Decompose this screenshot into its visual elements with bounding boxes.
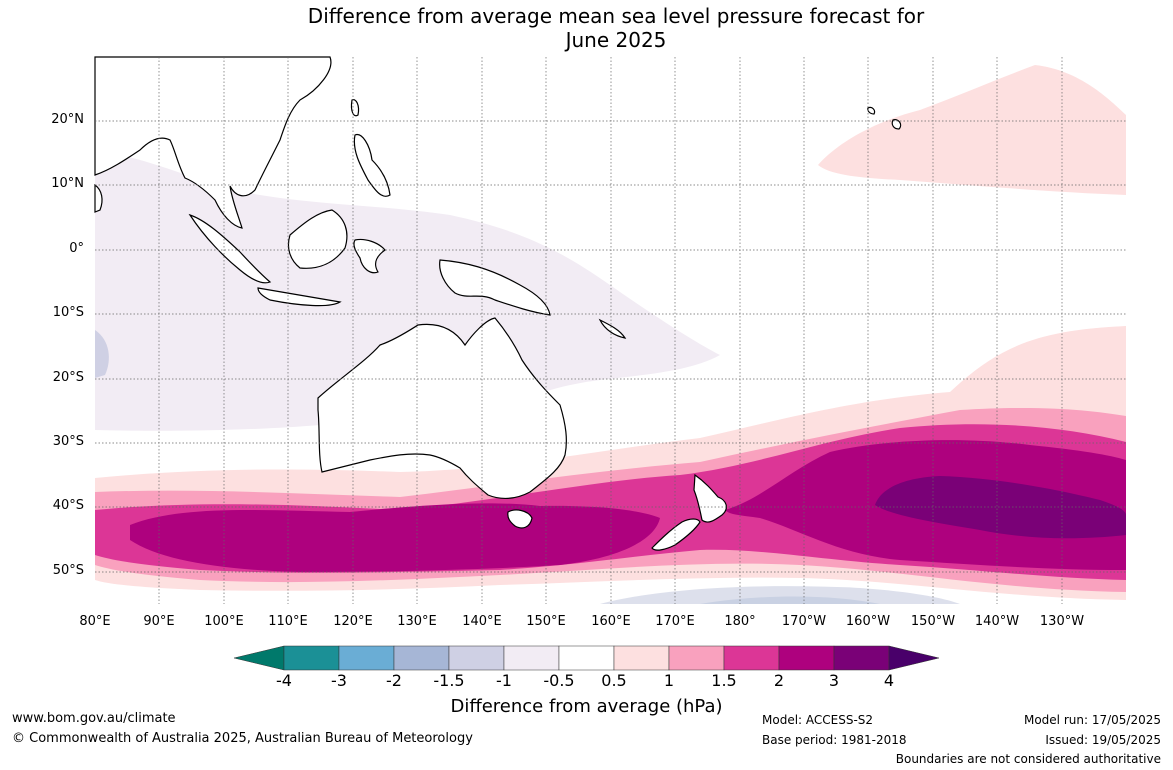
lat-label: 10°S — [52, 305, 84, 320]
colorbar-swatch — [613, 645, 670, 671]
colorbar-swatch — [338, 645, 395, 671]
colorbar-swatch — [448, 645, 505, 671]
model-name: Model: ACCESS-S2 — [762, 713, 874, 727]
contour-neg-1-5-south — [700, 596, 880, 604]
colorbar-swatch — [558, 645, 615, 671]
lat-label: 20°N — [51, 112, 84, 127]
lon-label: 80°E — [79, 614, 111, 629]
colorbar-tick-label: 3 — [828, 671, 840, 690]
colorbar-tick-label: -0.5 — [543, 671, 575, 690]
australia-outline — [317, 317, 567, 499]
lon-label: 150°E — [526, 614, 566, 629]
colorbar-swatch — [393, 645, 450, 671]
lon-label: 140°E — [462, 614, 502, 629]
new-caledonia-outline — [598, 318, 627, 339]
colorbar-extend-low — [233, 645, 285, 671]
copyright-text: © Commonwealth of Australia 2025, Austra… — [12, 731, 473, 746]
java-outline — [257, 287, 342, 307]
colorbar-tick-label: -1 — [496, 671, 512, 690]
graticule — [95, 57, 1126, 604]
colorbar — [233, 645, 940, 671]
lat-label: 40°S — [52, 498, 84, 513]
boundaries-disclaimer: Boundaries are not considered authoritat… — [895, 752, 1161, 766]
lon-label: 140°W — [974, 614, 1020, 629]
colorbar-tick-label: 1 — [663, 671, 675, 690]
contour-neg-1 — [95, 330, 109, 378]
lat-label: 20°S — [52, 370, 84, 385]
base-period: Base period: 1981-2018 — [762, 733, 907, 747]
nz-north-outline — [693, 473, 727, 523]
colorbar-tick-label: -2 — [386, 671, 402, 690]
colorbar-tick-label: -1.5 — [433, 671, 465, 690]
new-guinea-outline — [439, 259, 551, 316]
colorbar-swatch — [723, 645, 780, 671]
contour-pos-0-5-north — [818, 65, 1126, 195]
model-run-date: Model run: 17/05/2025 — [1023, 713, 1161, 727]
sumatra-outline — [188, 213, 272, 284]
colorbar-extend-high — [888, 645, 940, 671]
colorbar-tick-label: -4 — [276, 671, 292, 690]
colorbar-tick-label: 0.5 — [601, 671, 627, 690]
lat-label: 10°N — [51, 176, 84, 191]
lon-label: 130°E — [397, 614, 437, 629]
colorbar-tick-label: 1.5 — [711, 671, 737, 690]
coastlines — [94, 56, 902, 551]
lon-label: 160°E — [591, 614, 631, 629]
colorbar-title: Difference from average (hPa) — [450, 696, 723, 717]
lon-label: 180° — [724, 614, 756, 629]
colorbar-tick-label: 2 — [773, 671, 785, 690]
contour-neg-0-5 — [95, 150, 720, 431]
contour-neg-1-south — [600, 586, 960, 604]
lon-label: 90°E — [143, 614, 175, 629]
colorbar-swatch — [833, 645, 890, 671]
sulawesi-outline — [353, 238, 386, 274]
lat-label: 0° — [69, 241, 84, 256]
lon-label: 130°W — [1039, 614, 1085, 629]
lat-label: 50°S — [52, 563, 84, 578]
colorbar-swatch — [503, 645, 560, 671]
philippines-outline — [353, 134, 391, 197]
colorbar-swatch — [668, 645, 725, 671]
colorbar-tick-label: 4 — [883, 671, 895, 690]
lon-label: 160°W — [845, 614, 891, 629]
sri-lanka-outline — [94, 183, 103, 213]
lon-label: 120°E — [333, 614, 373, 629]
lon-label: 110°E — [268, 614, 308, 629]
contour-pos-3 — [875, 476, 1126, 539]
colorbar-swatch — [778, 645, 835, 671]
lat-label: 30°S — [52, 434, 84, 449]
issued-date: Issued: 19/05/2025 — [1045, 733, 1161, 747]
lon-label: 150°W — [910, 614, 956, 629]
contour-pos-2 — [130, 503, 660, 572]
forecast-map — [94, 56, 1126, 604]
lon-label: 170°W — [781, 614, 827, 629]
colorbar-tick-label: -3 — [331, 671, 347, 690]
lon-label: 170°E — [655, 614, 695, 629]
lon-label: 100°E — [204, 614, 244, 629]
tasmania-outline — [507, 509, 533, 529]
map-title-line1: Difference from average mean sea level p… — [307, 4, 925, 28]
website-link[interactable]: www.bom.gov.au/climate — [12, 711, 176, 726]
borneo-outline — [287, 209, 348, 269]
map-title: Difference from average mean sea level p… — [0, 4, 1173, 52]
colorbar-swatch — [283, 645, 340, 671]
map-title-line2: June 2025 — [565, 28, 667, 52]
nz-south-outline — [651, 518, 701, 551]
